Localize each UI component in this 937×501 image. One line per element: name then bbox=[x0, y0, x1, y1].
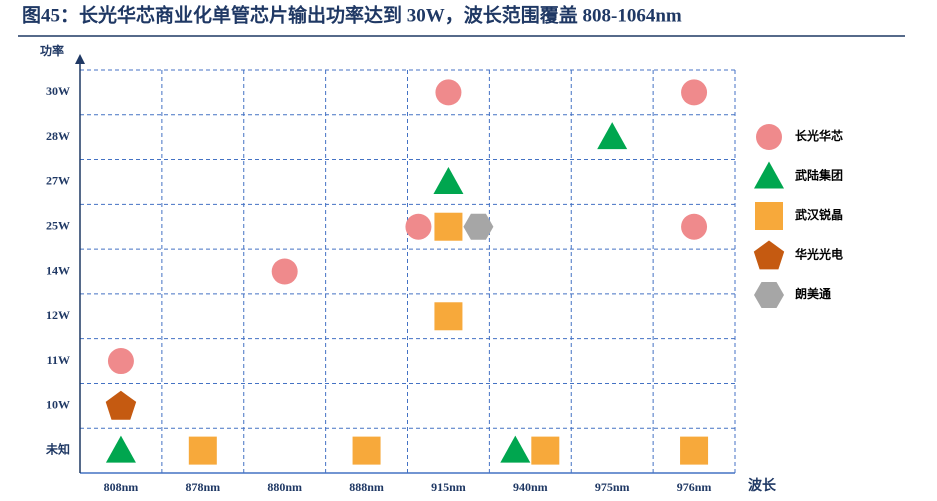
marker bbox=[105, 435, 136, 463]
legend-label: 武汉锐晶 bbox=[795, 207, 843, 222]
chart-title: 图45：长光华芯商业化单管芯片输出功率达到 30W，波长范围覆盖 808-106… bbox=[22, 3, 682, 26]
marker bbox=[680, 436, 709, 465]
y-axis-label: 功率 bbox=[40, 43, 64, 58]
marker bbox=[352, 436, 381, 465]
legend-label: 长光华芯 bbox=[795, 128, 843, 143]
marker bbox=[434, 302, 463, 331]
x-tick-label: 888nm bbox=[349, 480, 384, 494]
y-tick-label: 30W bbox=[46, 84, 70, 98]
x-tick-label: 880nm bbox=[267, 480, 302, 494]
x-tick-label: 878nm bbox=[185, 480, 220, 494]
x-tick-label: 976nm bbox=[677, 480, 712, 494]
marker bbox=[433, 166, 464, 194]
marker bbox=[405, 213, 432, 240]
marker bbox=[500, 435, 531, 463]
marker bbox=[105, 390, 137, 420]
marker bbox=[435, 79, 462, 106]
legend-label: 朗美通 bbox=[795, 286, 831, 301]
y-tick-label: 25W bbox=[46, 218, 70, 232]
x-tick-label: 975nm bbox=[595, 480, 630, 494]
legend-marker bbox=[755, 202, 783, 230]
y-tick-label: 27W bbox=[46, 174, 70, 188]
y-tick-label: 未知 bbox=[45, 441, 70, 456]
x-tick-label: 940nm bbox=[513, 480, 548, 494]
legend-marker bbox=[756, 124, 782, 150]
legend-marker bbox=[754, 282, 784, 308]
marker bbox=[681, 213, 708, 240]
legend-marker bbox=[754, 161, 784, 189]
legend-label: 华光光电 bbox=[795, 246, 843, 261]
y-tick-label: 12W bbox=[46, 308, 70, 322]
x-tick-label: 915nm bbox=[431, 480, 466, 494]
marker bbox=[597, 122, 628, 150]
marker bbox=[271, 258, 298, 285]
y-tick-label: 10W bbox=[46, 398, 70, 412]
legend-label: 武陆集团 bbox=[795, 167, 843, 182]
x-axis-label: 波长 bbox=[748, 477, 777, 494]
y-tick-label: 11W bbox=[47, 353, 70, 367]
y-tick-label: 14W bbox=[46, 263, 70, 277]
marker bbox=[434, 212, 463, 241]
marker bbox=[531, 436, 560, 465]
x-tick-label: 808nm bbox=[104, 480, 139, 494]
marker bbox=[463, 213, 494, 240]
y-tick-label: 28W bbox=[46, 129, 70, 143]
marker bbox=[188, 436, 217, 465]
y-axis-arrow bbox=[75, 54, 85, 64]
marker bbox=[107, 348, 134, 375]
legend-marker bbox=[753, 240, 785, 270]
marker bbox=[681, 79, 708, 106]
